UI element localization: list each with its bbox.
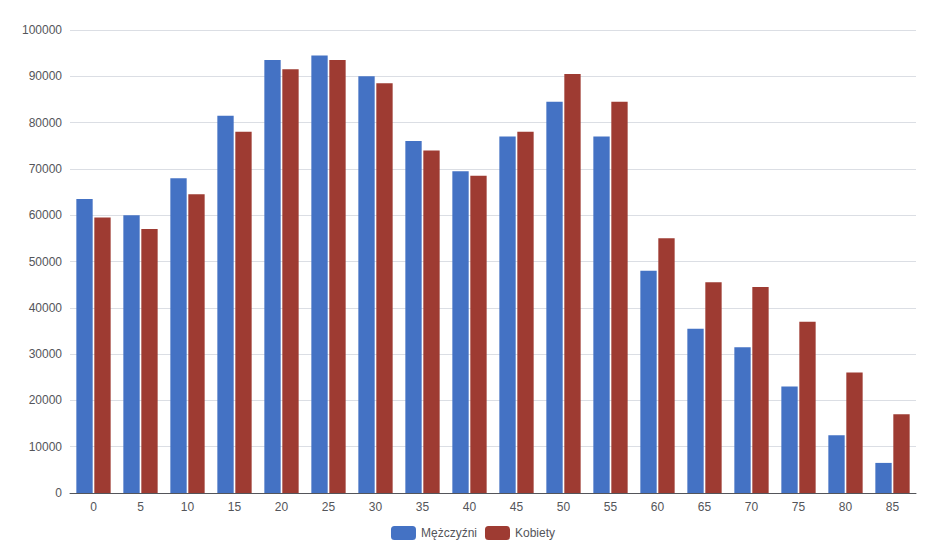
svg-text:80000: 80000	[29, 116, 63, 130]
svg-text:0: 0	[90, 500, 97, 514]
svg-text:20: 20	[275, 500, 289, 514]
svg-text:40000: 40000	[29, 301, 63, 315]
svg-text:20000: 20000	[29, 393, 63, 407]
svg-text:80: 80	[839, 500, 853, 514]
svg-text:0: 0	[55, 486, 62, 500]
svg-text:30000: 30000	[29, 347, 63, 361]
svg-text:Mężczyźni: Mężczyźni	[421, 526, 477, 540]
svg-text:85: 85	[886, 500, 900, 514]
svg-text:40: 40	[463, 500, 477, 514]
svg-text:50000: 50000	[29, 255, 63, 269]
svg-text:60: 60	[651, 500, 665, 514]
svg-text:30: 30	[369, 500, 383, 514]
svg-text:5: 5	[137, 500, 144, 514]
svg-text:65: 65	[698, 500, 712, 514]
svg-text:55: 55	[604, 500, 618, 514]
svg-text:Kobiety: Kobiety	[515, 526, 555, 540]
svg-text:70000: 70000	[29, 162, 63, 176]
svg-text:70: 70	[745, 500, 759, 514]
svg-text:60000: 60000	[29, 208, 63, 222]
svg-text:100000: 100000	[22, 23, 62, 37]
svg-text:45: 45	[510, 500, 524, 514]
svg-text:35: 35	[416, 500, 430, 514]
svg-text:10: 10	[181, 500, 195, 514]
svg-text:25: 25	[322, 500, 336, 514]
svg-text:15: 15	[228, 500, 242, 514]
svg-text:50: 50	[557, 500, 571, 514]
svg-text:90000: 90000	[29, 69, 63, 83]
svg-text:10000: 10000	[29, 440, 63, 454]
svg-text:75: 75	[792, 500, 806, 514]
